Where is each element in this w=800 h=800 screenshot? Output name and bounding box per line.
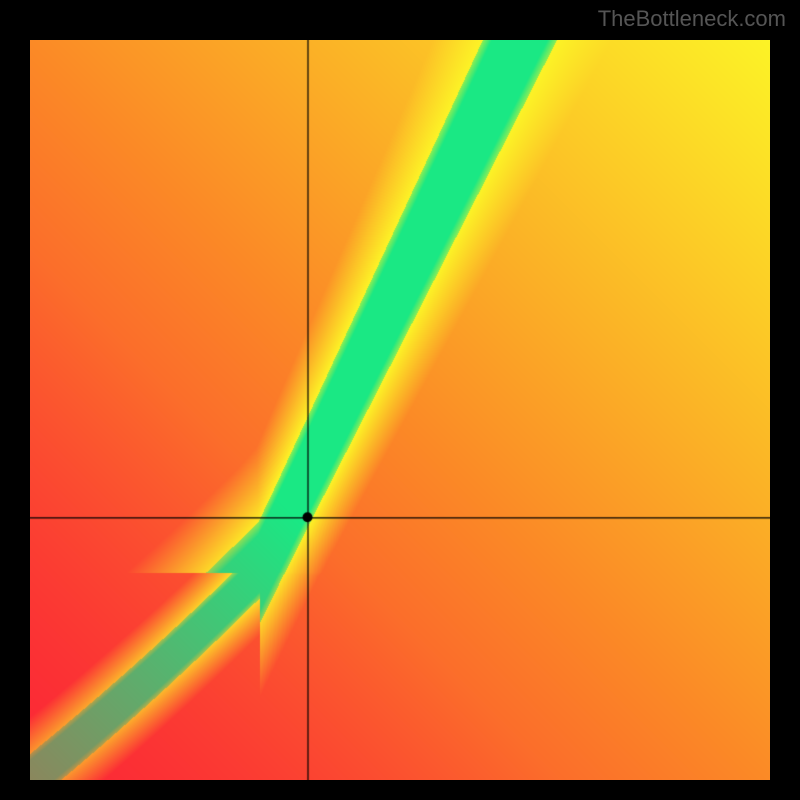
chart-container: TheBottleneck.com xyxy=(0,0,800,800)
watermark-text: TheBottleneck.com xyxy=(598,6,786,32)
plot-area xyxy=(30,40,770,780)
heatmap-canvas xyxy=(30,40,770,780)
